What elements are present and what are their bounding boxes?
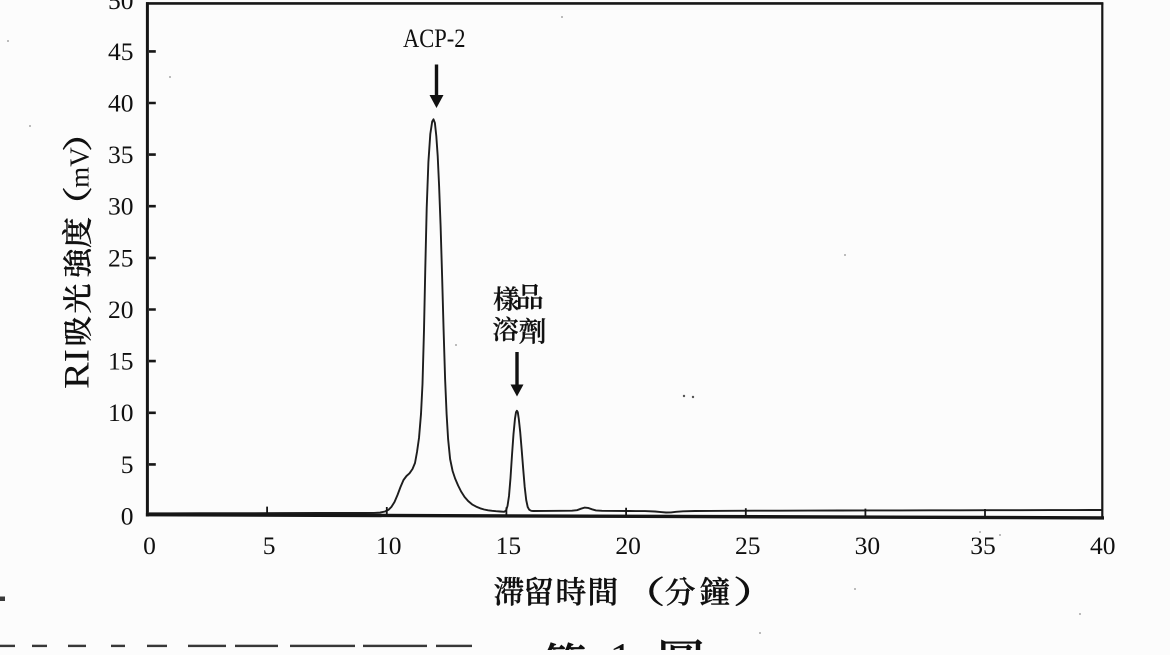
svg-text:5: 5 [263, 531, 276, 560]
svg-text:30: 30 [855, 531, 881, 560]
svg-text:35: 35 [108, 140, 134, 169]
svg-text:15: 15 [108, 347, 134, 376]
svg-text:25: 25 [108, 243, 134, 272]
svg-text:0: 0 [121, 501, 134, 530]
svg-text:10: 10 [376, 531, 402, 560]
svg-text:50: 50 [108, 0, 134, 15]
svg-text:RI: RI [57, 349, 97, 389]
svg-text:15: 15 [496, 531, 522, 560]
svg-text:25: 25 [735, 531, 761, 560]
svg-text:20: 20 [615, 531, 641, 560]
svg-text:40: 40 [1090, 531, 1116, 560]
svg-text:ACP-2: ACP-2 [403, 23, 466, 53]
svg-text:45: 45 [108, 37, 134, 66]
svg-text:1: 1 [610, 633, 633, 650]
svg-text:5: 5 [121, 450, 134, 479]
svg-text:mV: mV [65, 147, 95, 188]
svg-text:35: 35 [970, 531, 996, 560]
svg-text:0: 0 [143, 531, 156, 560]
svg-text:20: 20 [108, 295, 134, 324]
svg-text:40: 40 [108, 88, 134, 117]
svg-text:10: 10 [108, 398, 134, 427]
svg-text:30: 30 [108, 192, 134, 221]
